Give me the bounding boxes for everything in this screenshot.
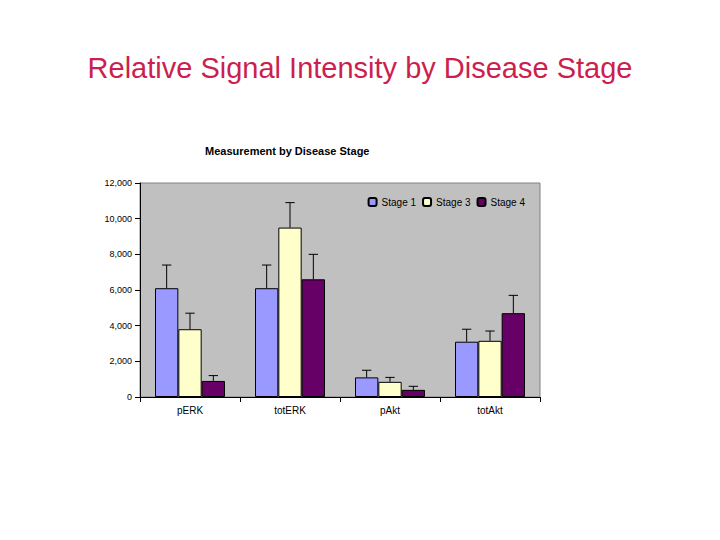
svg-text:10,000: 10,000 [104,214,132,224]
svg-text:totERK: totERK [274,405,306,416]
svg-text:8,000: 8,000 [109,249,132,259]
svg-text:12,000: 12,000 [104,178,132,188]
svg-text:0: 0 [127,392,132,402]
svg-text:6,000: 6,000 [109,285,132,295]
svg-text:Stage 1: Stage 1 [382,197,417,208]
svg-text:Stage 4: Stage 4 [491,197,526,208]
svg-text:4,000: 4,000 [109,321,132,331]
svg-text:pERK: pERK [177,405,203,416]
svg-text:Relative Signal Intensity by D: Relative Signal Intensity by Disease Sta… [88,52,633,84]
svg-text:pAkt: pAkt [380,405,400,416]
svg-text:Stage 3: Stage 3 [436,197,471,208]
svg-text:Measurement by Disease Stage: Measurement by Disease Stage [205,145,369,157]
svg-text:totAkt: totAkt [477,405,503,416]
svg-text:2,000: 2,000 [109,356,132,366]
